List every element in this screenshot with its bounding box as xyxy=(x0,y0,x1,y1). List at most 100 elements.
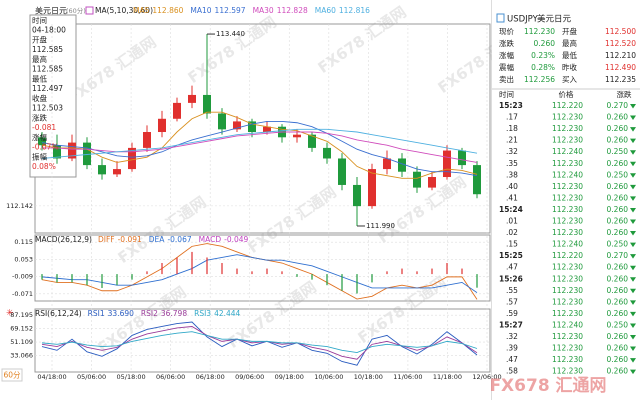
legend-name: DEA xyxy=(149,235,166,244)
tick-arrow xyxy=(630,288,636,294)
candle-body xyxy=(218,113,226,130)
quote-label: 涨跌 xyxy=(499,38,514,48)
tick-price: 112.220 xyxy=(552,101,583,110)
tick-time: .39 xyxy=(506,344,518,353)
period-button[interactable] xyxy=(1,368,23,382)
x-tick-label: 09/18:00 xyxy=(275,373,304,381)
tick-time: .59 xyxy=(506,309,518,318)
macd-line xyxy=(41,254,478,294)
tick-change: 0.260 xyxy=(607,332,629,341)
quote-label: 开盘 xyxy=(562,26,577,36)
quote-panel xyxy=(492,0,640,400)
tick-arrow xyxy=(630,346,636,352)
tick-price: 112.230 xyxy=(552,344,583,353)
info-label: 涨幅 xyxy=(32,132,47,142)
info-value: 112.585 xyxy=(32,65,63,74)
info-value: 04-18:00 xyxy=(32,26,66,35)
tick-time: 15:27 xyxy=(499,320,523,329)
legend-name: MA10 xyxy=(190,6,211,15)
quote-value: 0.28% xyxy=(531,63,555,72)
tick-price: 112.230 xyxy=(552,136,583,145)
tick-change: 0.260 xyxy=(607,297,629,306)
tick-price: 112.230 xyxy=(552,274,583,283)
candle-body xyxy=(53,145,61,159)
tick-time: .57 xyxy=(506,297,518,306)
tick-time: 15:24 xyxy=(499,205,523,214)
symbol-icon[interactable] xyxy=(496,13,505,23)
tick-price: 112.230 xyxy=(552,309,583,318)
candle-body xyxy=(83,142,91,166)
tick-change: 0.250 xyxy=(607,240,629,249)
quote-value: 112.490 xyxy=(605,63,636,72)
candle-body xyxy=(68,142,76,159)
tick-price: 112.220 xyxy=(552,251,583,260)
tick-change: 0.260 xyxy=(607,217,629,226)
candle-body xyxy=(248,121,256,133)
info-label: 振幅 xyxy=(32,152,47,162)
tick-change: 0.260 xyxy=(607,274,629,283)
tick-arrow xyxy=(630,104,636,109)
tick-change: 0.250 xyxy=(607,320,629,329)
logo: FX678 汇通网 xyxy=(489,376,606,396)
tick-change: 0.260 xyxy=(607,355,629,364)
panel-title: MACD(26,12,9) xyxy=(35,235,92,244)
y-tick-label: 87.195 xyxy=(10,311,33,319)
legend-value: 112.597 xyxy=(215,6,246,15)
y-tick-label: 33.066 xyxy=(10,351,33,359)
panel-title: RSI(6,12,24) xyxy=(35,309,82,318)
quote-value: 112.500 xyxy=(605,27,636,36)
candle-body xyxy=(353,184,361,207)
tick-time: .02 xyxy=(506,228,518,237)
legend-value: 33.690 xyxy=(108,309,134,318)
quote-label: 震幅 xyxy=(499,62,514,72)
candle-body xyxy=(338,158,346,185)
info-value: 112.497 xyxy=(32,84,63,93)
tick-price: 112.240 xyxy=(552,240,583,249)
legend-value: 36.798 xyxy=(161,309,187,318)
candle-body xyxy=(233,121,241,130)
info-value: -0.081 xyxy=(32,123,56,132)
candle-body xyxy=(173,102,181,119)
tick-time: .47 xyxy=(506,355,518,364)
tick-arrow xyxy=(630,335,636,340)
candle-body xyxy=(473,165,481,195)
annotation: 113.440 xyxy=(216,30,245,38)
y-tick-label: 69.152 xyxy=(10,325,33,333)
candle-body xyxy=(188,94,196,103)
tick-change: 0.260 xyxy=(607,205,629,214)
quote-label: 昨收 xyxy=(562,62,577,72)
period-button-label[interactable]: 60分 xyxy=(3,371,21,380)
symbol: USDJPY xyxy=(507,15,539,25)
legend-value: -0.049 xyxy=(224,235,248,244)
legend-name: RSI2 xyxy=(141,309,158,318)
tick-time: .21 xyxy=(506,136,518,145)
tick-price: 112.230 xyxy=(552,193,583,202)
tick-price: 112.230 xyxy=(552,355,583,364)
quote-label: 涨幅 xyxy=(499,50,514,60)
legend-value: 42.444 xyxy=(214,309,240,318)
ma-line xyxy=(41,111,478,179)
y-tick-label: 0.053 xyxy=(14,255,33,263)
y-tick-label: 0.115 xyxy=(14,238,33,246)
tick-price: 112.240 xyxy=(552,320,583,329)
legend-name: MA60 xyxy=(315,6,336,15)
tick-change: 0.260 xyxy=(607,193,629,202)
chart-period: (60分) xyxy=(66,6,86,15)
tick-price: 112.240 xyxy=(552,170,583,179)
tick-arrow xyxy=(630,231,636,236)
candle-body xyxy=(368,169,376,207)
candle-body xyxy=(458,150,466,166)
ma-toggle[interactable] xyxy=(85,6,94,15)
tick-arrow xyxy=(630,277,636,282)
x-tick-label: 10/18:00 xyxy=(354,373,383,381)
tick-arrow xyxy=(630,254,636,259)
tick-change: 0.260 xyxy=(607,136,629,145)
tick-time: .35 xyxy=(506,159,518,168)
candle-body xyxy=(293,134,301,138)
y-tick-label: -0.009 xyxy=(12,273,33,281)
quote-value: 112.210 xyxy=(605,51,636,60)
info-label: 收盘 xyxy=(32,93,47,103)
tick-arrow xyxy=(630,265,636,271)
info-value: 0.08% xyxy=(32,162,56,171)
